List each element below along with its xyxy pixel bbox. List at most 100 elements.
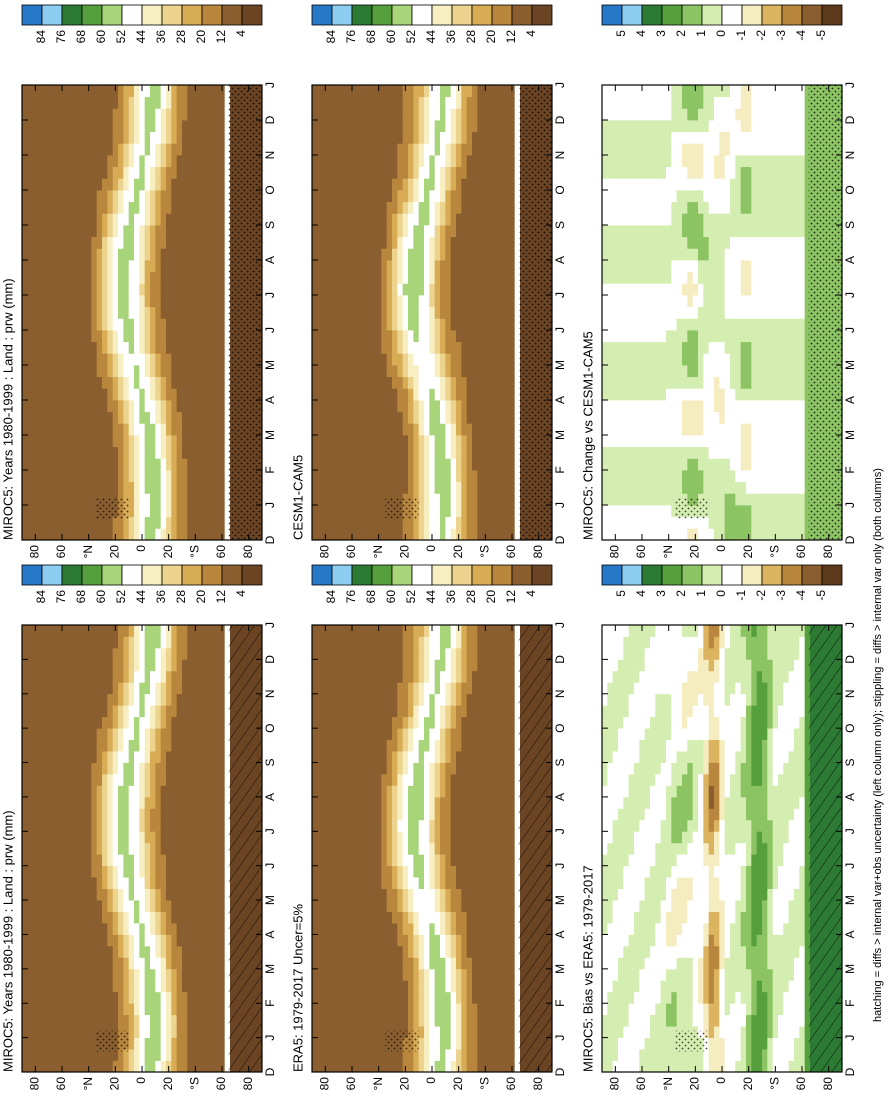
field-cell xyxy=(155,353,162,366)
field-cell xyxy=(203,991,210,1004)
field-cell xyxy=(370,945,377,958)
field-cell xyxy=(424,693,430,706)
field-cell xyxy=(160,693,167,706)
field-cell xyxy=(424,647,430,660)
field xyxy=(312,625,553,1073)
field-cell xyxy=(64,120,71,133)
field-cell xyxy=(118,991,124,1004)
field-cell xyxy=(214,865,220,878)
field-cell xyxy=(134,260,140,273)
field-cell xyxy=(322,980,329,993)
field-cell xyxy=(224,636,231,649)
field-cell xyxy=(38,213,44,226)
field-cell xyxy=(370,968,377,981)
field-cell xyxy=(96,446,103,459)
field-cell xyxy=(456,796,462,809)
field-cell xyxy=(208,108,215,121)
field-cell xyxy=(96,865,103,878)
field-cell xyxy=(424,762,430,775)
field-cell xyxy=(54,260,60,273)
field-cell xyxy=(370,911,377,924)
field-cell xyxy=(59,271,66,284)
field-cell xyxy=(22,716,28,729)
field-cell xyxy=(198,435,204,448)
field-cell xyxy=(214,271,220,284)
field-cell xyxy=(48,705,55,718)
field-cell xyxy=(187,423,194,436)
field-cell xyxy=(96,774,103,786)
field-cell xyxy=(91,980,98,993)
field-cell xyxy=(155,271,162,284)
field-cell xyxy=(128,991,135,1004)
field-cell xyxy=(38,353,44,366)
field-cell xyxy=(102,260,108,273)
field-cell xyxy=(392,762,398,775)
field-cell xyxy=(96,108,103,121)
field-cell xyxy=(80,318,87,331)
field-cell xyxy=(317,911,324,924)
field-cell xyxy=(192,236,199,249)
field-cell xyxy=(22,625,28,637)
field-cell xyxy=(176,271,183,284)
field-cell xyxy=(150,682,156,695)
field-cell xyxy=(64,728,71,741)
field-cell xyxy=(75,1049,82,1061)
field-cell xyxy=(402,842,409,855)
field-cell xyxy=(32,716,39,729)
field-cell xyxy=(59,446,66,459)
field-cell xyxy=(112,306,119,319)
field-cell xyxy=(322,682,329,695)
field-cell xyxy=(86,85,92,98)
field-cell xyxy=(408,808,414,821)
colorbar-box xyxy=(221,4,243,26)
field-cell xyxy=(450,842,457,855)
field-cell xyxy=(107,96,114,109)
field-cell xyxy=(445,1037,452,1050)
field-cell xyxy=(118,365,124,378)
field-cell xyxy=(123,353,130,366)
colorbar-label: 28 xyxy=(174,590,188,604)
field-cell xyxy=(182,85,188,98)
field-cell xyxy=(338,774,345,786)
field-cell xyxy=(123,991,130,1004)
field-cell xyxy=(91,774,98,786)
field-cell xyxy=(150,446,156,459)
field-cell xyxy=(160,831,167,844)
field-cell xyxy=(418,957,425,970)
field-cell xyxy=(75,260,82,273)
field-cell xyxy=(429,957,436,970)
field-cell xyxy=(48,178,55,191)
field-cell xyxy=(182,306,188,319)
field-cell xyxy=(198,900,204,912)
field-cell xyxy=(214,819,220,832)
field-cell xyxy=(107,213,114,226)
field-cell xyxy=(429,877,436,890)
field-cell xyxy=(376,911,382,924)
field-cell xyxy=(224,318,231,331)
field-cell xyxy=(418,991,425,1004)
field-cell xyxy=(322,728,329,741)
field-cell xyxy=(96,143,103,156)
field-cell xyxy=(187,911,194,924)
field-cell xyxy=(144,236,151,249)
field-cell xyxy=(155,785,162,798)
field-cell xyxy=(208,516,215,529)
field-cell xyxy=(219,900,226,912)
field-cell xyxy=(338,693,345,706)
field-cell xyxy=(208,819,215,832)
field-cell xyxy=(413,911,420,924)
field-cell xyxy=(192,1014,199,1027)
field-cell xyxy=(333,1014,340,1027)
field-cell xyxy=(176,1037,183,1050)
field-cell xyxy=(381,968,388,981)
field-cell xyxy=(43,957,50,970)
field-cell xyxy=(96,423,103,436)
field-cell xyxy=(344,1049,350,1061)
field-cell xyxy=(91,446,98,459)
field-cell xyxy=(134,774,140,786)
field-cell xyxy=(203,877,210,890)
field-cell xyxy=(214,877,220,890)
field-cell xyxy=(171,636,178,649)
field-cell xyxy=(456,934,462,947)
field-cell xyxy=(38,991,44,1004)
